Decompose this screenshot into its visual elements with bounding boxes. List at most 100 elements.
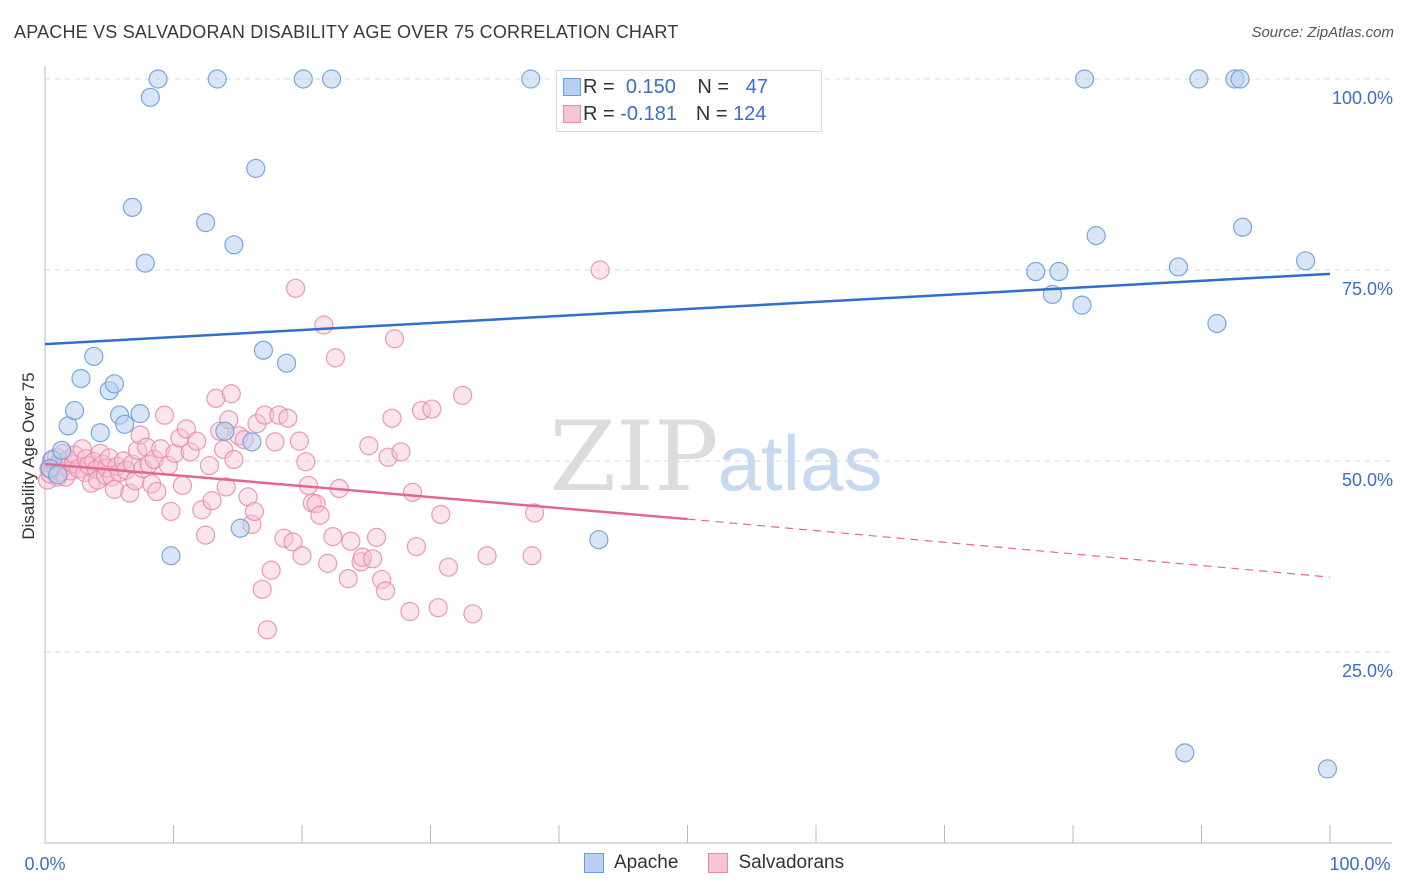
salvadoran-point	[325, 348, 346, 368]
n-label: N =	[697, 75, 730, 98]
salvadoran-point	[378, 447, 398, 467]
y-tick-label: 50.0%	[1342, 470, 1393, 490]
salvadoran-point	[154, 405, 175, 425]
salvadoran-r-value: -0.181	[620, 102, 677, 125]
apache-point	[246, 158, 266, 178]
apache-point	[64, 400, 85, 421]
apache-trend-line	[44, 272, 1331, 346]
salvadoran-point	[206, 388, 226, 408]
apache-point	[1317, 759, 1338, 779]
apache-point	[1074, 69, 1095, 89]
salvadoran-point	[338, 569, 358, 589]
salvadoran-trend-extension	[687, 518, 1331, 578]
apache-point	[321, 69, 342, 89]
salvadoran-point	[391, 442, 411, 462]
salvadoran-point	[252, 579, 272, 599]
salvadoran-n-value: 124	[733, 102, 767, 125]
apache-point	[253, 340, 274, 360]
salvadoran-point	[296, 452, 316, 472]
apache-point	[1175, 743, 1195, 763]
salvadoran-points	[37, 260, 610, 640]
salvadoran-point	[199, 455, 220, 476]
salvadoran-point	[310, 505, 330, 525]
apache-point	[130, 404, 150, 424]
apache-point	[242, 432, 262, 452]
salvadoran-swatch	[563, 105, 581, 123]
salvadoran-point	[341, 531, 361, 551]
series-legend: Apache Salvadorans	[584, 852, 874, 874]
apache-legend-swatch	[584, 853, 604, 873]
y-tick-label: 25.0%	[1342, 661, 1393, 681]
apache-point	[215, 421, 235, 441]
salvadoran-point	[120, 483, 140, 503]
apache-point	[48, 465, 68, 485]
stats-legend: R = 0.150 N = 47 R = -0.181 N = 124	[556, 70, 822, 132]
y-axis-title: Disability Age Over 75	[19, 372, 38, 539]
apache-point	[1049, 261, 1069, 282]
salvadoran-point	[384, 329, 405, 349]
salvadoran-point	[244, 501, 265, 522]
salvadoran-point	[161, 501, 181, 522]
apache-point	[90, 423, 110, 443]
salvadoran-point	[196, 525, 216, 545]
grid	[45, 78, 1392, 653]
salvadoran-point	[180, 442, 200, 462]
salvadoran-point	[428, 598, 448, 618]
apache-point	[52, 440, 72, 460]
salvadoran-point	[130, 425, 150, 445]
apache-legend-label: Apache	[614, 852, 679, 873]
salvadoran-point	[255, 405, 275, 425]
salvadoran-point	[285, 278, 306, 298]
salvadoran-point	[221, 384, 241, 404]
apache-point	[276, 353, 297, 373]
apache-point	[293, 69, 313, 89]
apache-point	[140, 87, 160, 107]
apache-point	[1230, 69, 1250, 89]
salvadoran-legend-label: Salvadorans	[738, 852, 845, 873]
apache-point	[196, 213, 216, 233]
salvadoran-point	[314, 315, 334, 335]
apache-points	[40, 69, 1338, 779]
salvadoran-point	[359, 436, 379, 456]
x-tick-label: 0.0%	[24, 854, 65, 874]
salvadoran-point	[318, 553, 338, 573]
salvadoran-point	[477, 546, 497, 566]
legend-row-salvadoran: R = -0.181 N = 124	[563, 102, 767, 126]
watermark-zip: ZIP	[549, 401, 718, 513]
salvadoran-point	[257, 620, 277, 640]
salvadoran-trend-line	[44, 462, 688, 521]
salvadoran-point	[289, 431, 310, 451]
apache-point	[1086, 226, 1106, 246]
axis-labels: 25.0% 50.0% 75.0% 100.0% 0.0% 100.0% Disabilit…	[19, 88, 1393, 874]
n-label: N =	[695, 102, 728, 125]
apache-point	[71, 368, 91, 389]
apache-n-value: 47	[745, 75, 768, 98]
salvadoran-point	[165, 443, 185, 463]
salvadoran-point	[422, 399, 442, 419]
salvadoran-point	[375, 581, 396, 601]
watermark: ZIP atlas	[549, 401, 882, 513]
apache-point	[224, 235, 244, 255]
apache-point	[207, 69, 227, 89]
salvadoran-point	[400, 601, 420, 622]
watermark-atlas: atlas	[718, 419, 883, 507]
salvadoran-point	[172, 475, 193, 496]
salvadoran-point	[265, 432, 285, 452]
salvadoran-legend-swatch	[708, 853, 729, 873]
salvadoran-point	[352, 547, 372, 567]
apache-point	[84, 346, 104, 366]
salvadoran-point	[278, 408, 298, 428]
salvadoran-point	[306, 494, 326, 514]
salvadoran-point	[323, 527, 343, 547]
apache-point	[115, 414, 135, 434]
salvadoran-point	[463, 604, 483, 624]
salvadoran-point	[406, 536, 426, 557]
salvadoran-point	[411, 400, 432, 421]
salvadoran-point	[402, 482, 423, 502]
apache-r-value: 0.150	[625, 75, 676, 98]
salvadoran-point	[453, 385, 473, 405]
source-label: Source: ZipAtlas.com	[1251, 24, 1394, 41]
salvadoran-point	[216, 477, 236, 497]
salvadoran-point	[590, 260, 610, 280]
